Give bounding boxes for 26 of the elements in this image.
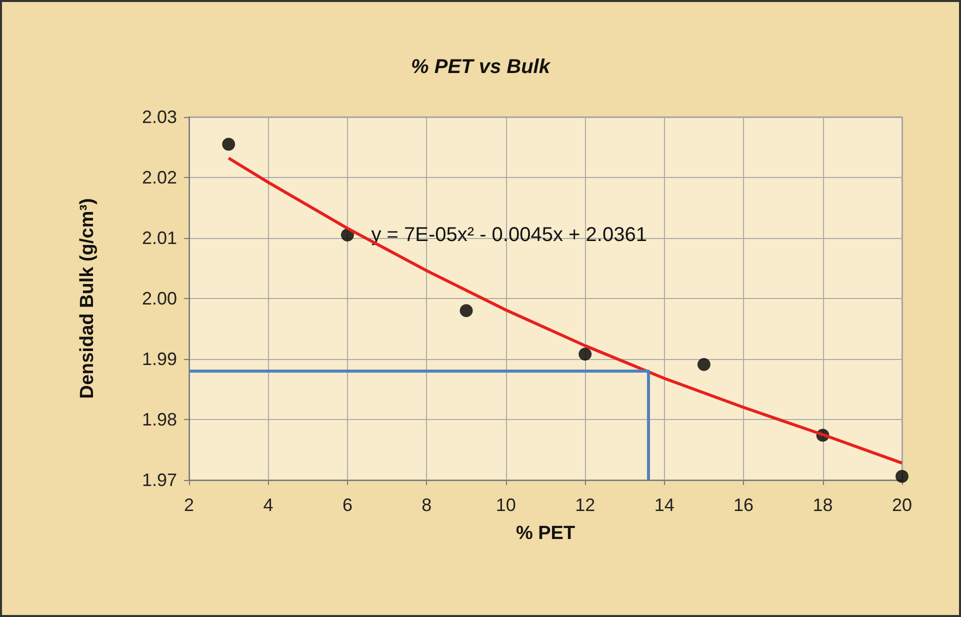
x-tick-label: 18 [812, 495, 833, 515]
y-tick-label: 1.98 [142, 410, 177, 430]
y-tick-label: 1.99 [142, 349, 177, 369]
y-tick-label: 2.03 [142, 107, 177, 127]
x-tick-label: 14 [654, 495, 674, 515]
y-tick-label: 2.02 [142, 168, 177, 188]
x-tick-label: 4 [263, 495, 274, 515]
point [222, 138, 236, 151]
point [896, 470, 908, 483]
y-axis-title: Densidad Bulk (g/cm³) [77, 198, 98, 399]
y-tick-label: 1.97 [142, 470, 177, 490]
point [578, 348, 592, 361]
x-tick-label: 16 [734, 495, 754, 515]
line-series [227, 156, 904, 465]
point [460, 304, 473, 318]
x-tick-label: 12 [575, 495, 596, 515]
x-tick-label: 2 [184, 495, 194, 515]
x-tick-label: 8 [422, 495, 432, 515]
x-tick-label: 10 [496, 495, 516, 515]
y-tick-label: 2.01 [142, 228, 177, 248]
x-axis-title: % PET [516, 523, 576, 544]
y-tick-label: 2.00 [142, 288, 177, 308]
chart-title: % PET vs Bulk [411, 56, 551, 78]
x-tick-label: 20 [892, 495, 912, 515]
point [697, 358, 710, 371]
x-tick-label: 6 [342, 495, 352, 515]
